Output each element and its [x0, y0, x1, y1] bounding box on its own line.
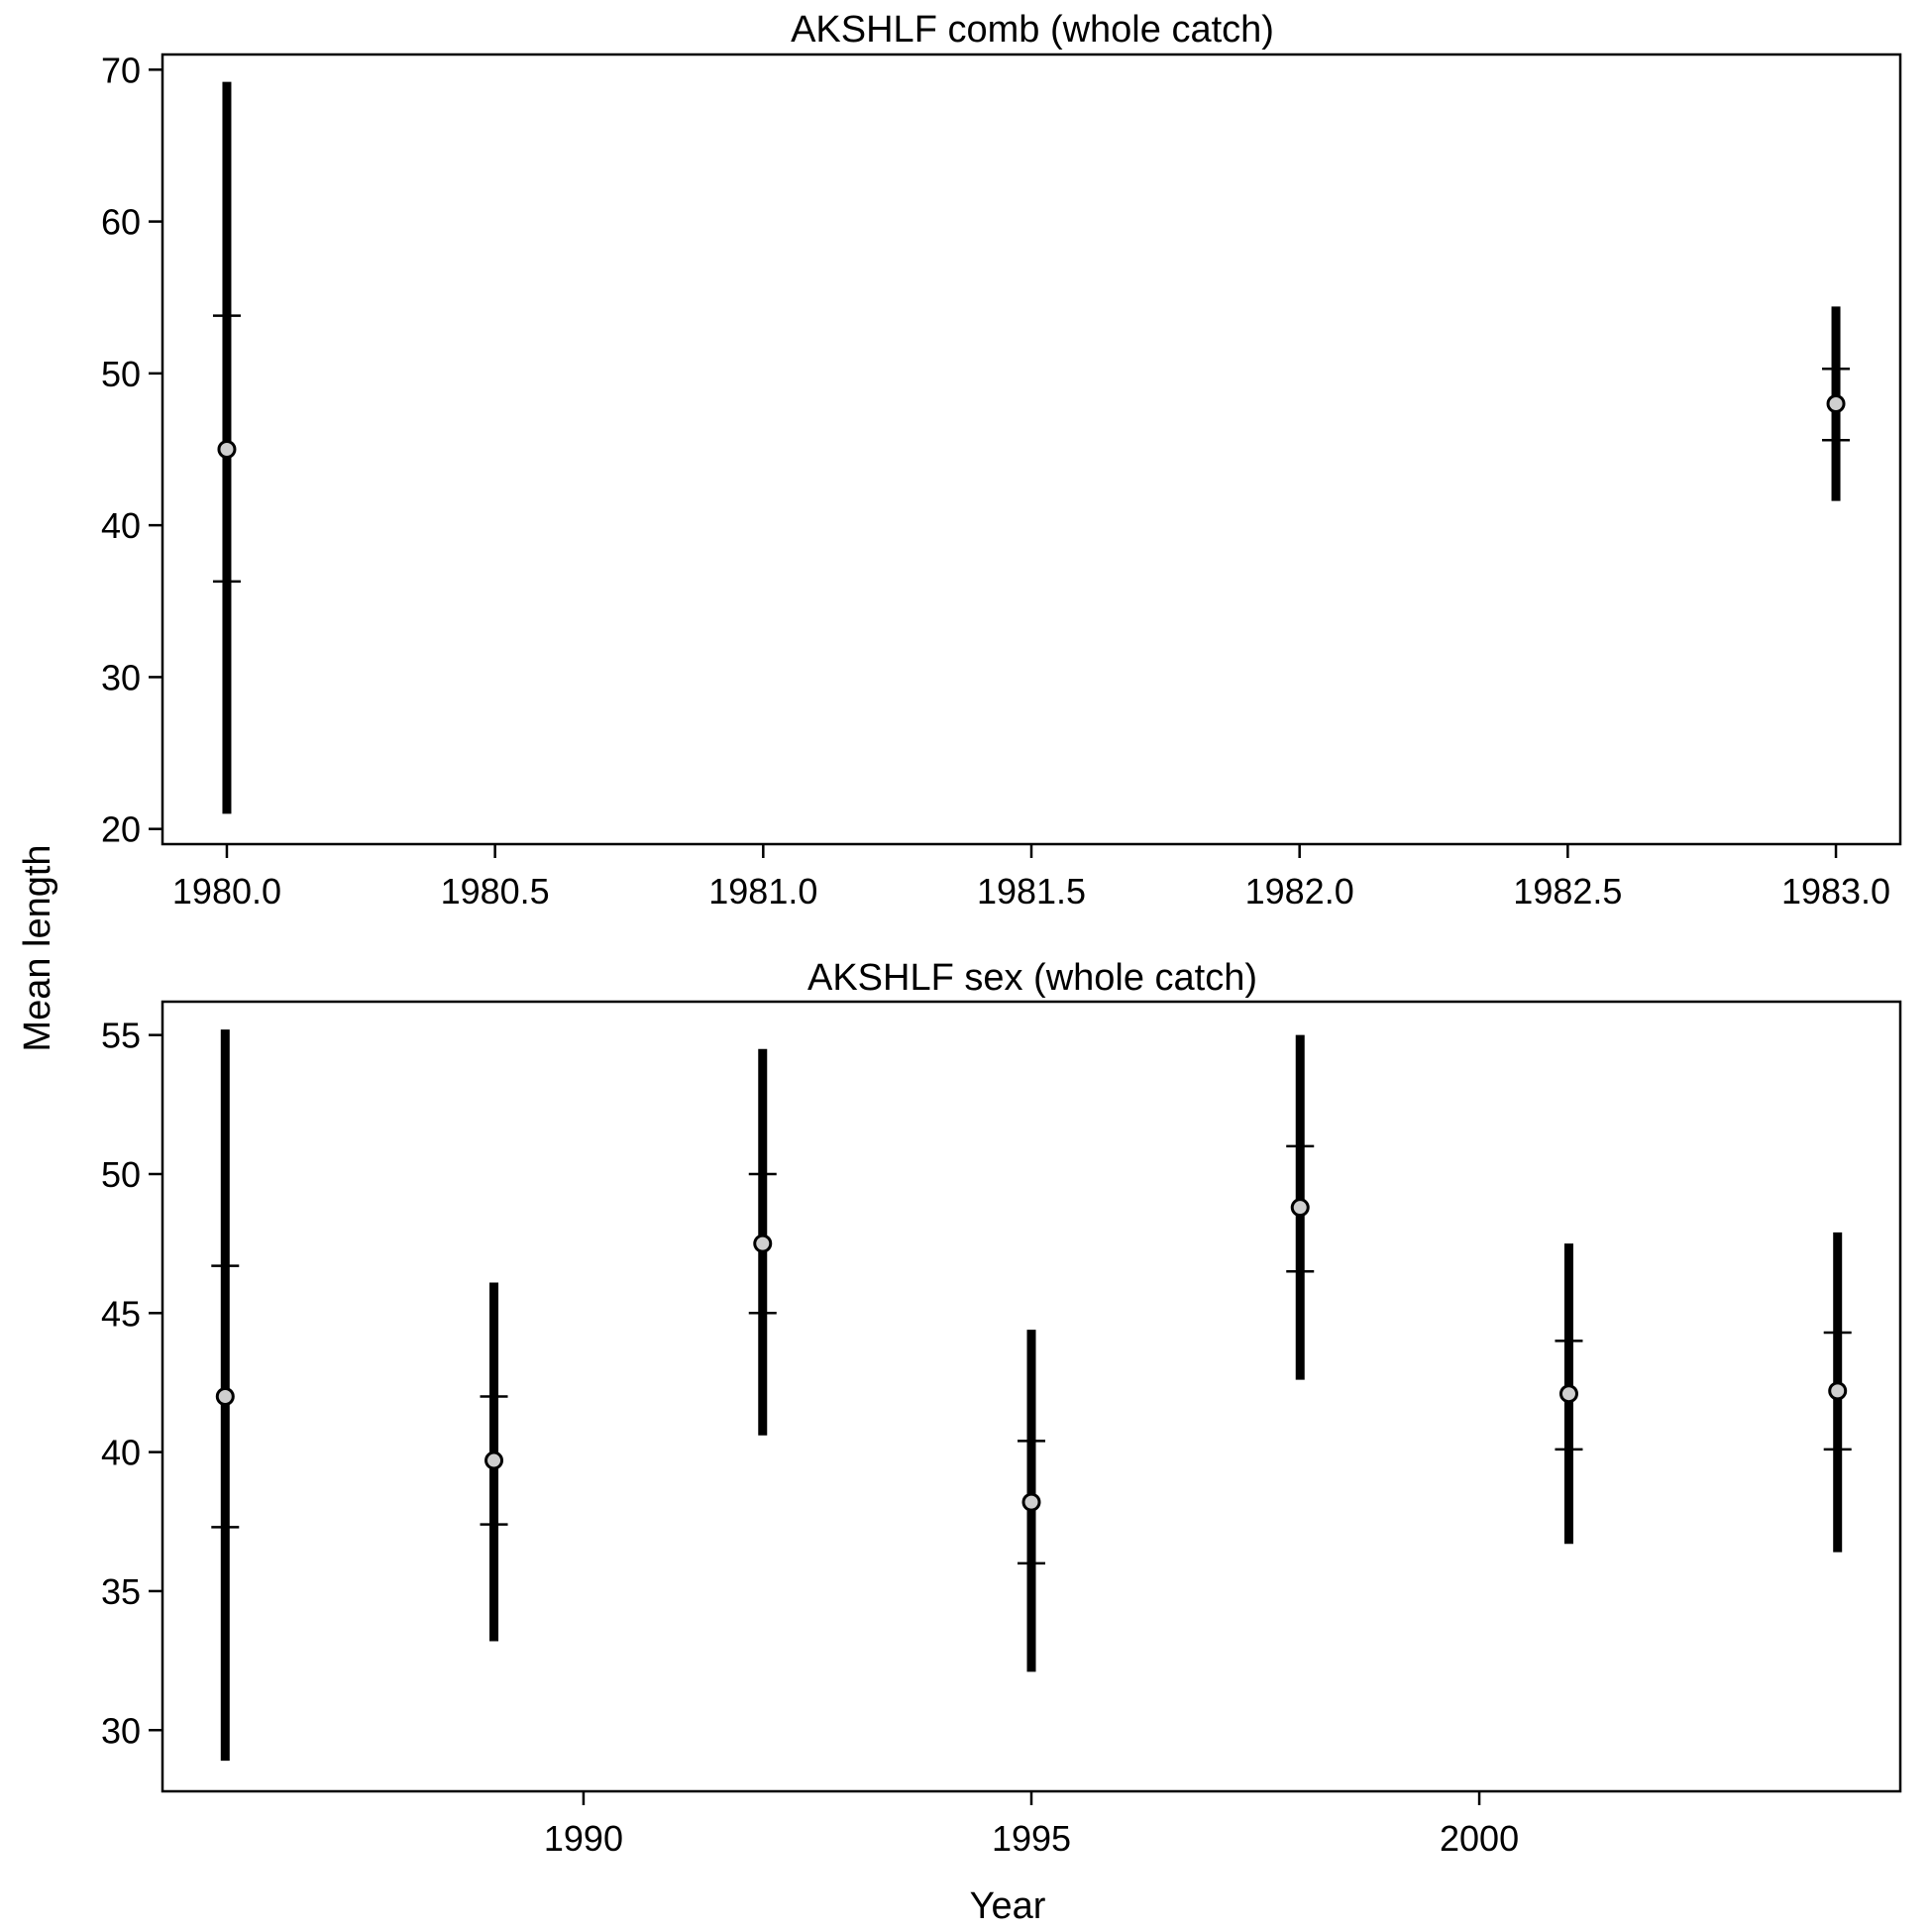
x-tick-label: 1982.5	[1513, 871, 1622, 912]
data-marks-comb	[212, 81, 1851, 814]
y-axis-sex: 30 35 40 45 50 55	[101, 1016, 162, 1751]
y-tick-label: 40	[101, 1433, 141, 1473]
x-tick-label: 1995	[992, 1818, 1071, 1859]
mean-point	[484, 1450, 504, 1470]
y-tick-label: 50	[101, 1154, 141, 1195]
mean-point	[1828, 1381, 1848, 1401]
y-tick-label: 70	[101, 50, 141, 90]
x-axis-comb: 1980.0 1980.5 1981.0 1981.5 1982.0 1982.5 1983…	[172, 844, 1890, 912]
x-tick-label: 2000	[1440, 1818, 1519, 1859]
y-tick-label: 40	[101, 505, 141, 546]
x-tick-label: 1982.0	[1245, 871, 1354, 912]
panel-sex: AKSHLF sex (whole catch) 1990 1995 2000 30…	[101, 957, 1902, 1859]
y-tick-label: 30	[101, 1710, 141, 1751]
x-tick-label: 1980.5	[441, 871, 550, 912]
mean-point	[1558, 1384, 1578, 1404]
mean-point	[1826, 394, 1846, 414]
mean-point	[1290, 1198, 1310, 1218]
y-tick-label: 35	[101, 1571, 141, 1612]
y-tick-label: 45	[101, 1293, 141, 1334]
x-tick-label: 1980.0	[172, 871, 281, 912]
plot-frame-comb	[161, 53, 1902, 846]
panel-title-sex: AKSHLF sex (whole catch)	[807, 957, 1257, 999]
y-axis-comb: 20 30 40 50 60 70	[101, 50, 162, 850]
y-tick-label: 20	[101, 809, 141, 850]
x-axis-title: Year	[970, 1885, 1046, 1927]
x-tick-label: 1983.0	[1781, 871, 1890, 912]
y-tick-label: 30	[101, 657, 141, 698]
mean-point	[217, 440, 237, 459]
panel-title-comb: AKSHLF comb (whole catch)	[791, 9, 1274, 51]
mean-point	[1021, 1492, 1041, 1512]
y-tick-label: 55	[101, 1016, 141, 1056]
mean-point	[215, 1387, 235, 1406]
data-marks-sex	[211, 1029, 1852, 1762]
y-tick-label: 60	[101, 202, 141, 243]
x-tick-label: 1981.0	[708, 871, 817, 912]
x-axis-sex: 1990 1995 2000	[544, 1791, 1519, 1859]
y-tick-label: 50	[101, 354, 141, 394]
panel-comb: AKSHLF comb (whole catch) 1980.0 1980.5 19…	[101, 9, 1902, 912]
x-tick-label: 1981.5	[977, 871, 1086, 912]
y-axis-title: Mean length	[17, 844, 58, 1051]
x-tick-label: 1990	[544, 1818, 623, 1859]
mean-point	[753, 1234, 773, 1253]
